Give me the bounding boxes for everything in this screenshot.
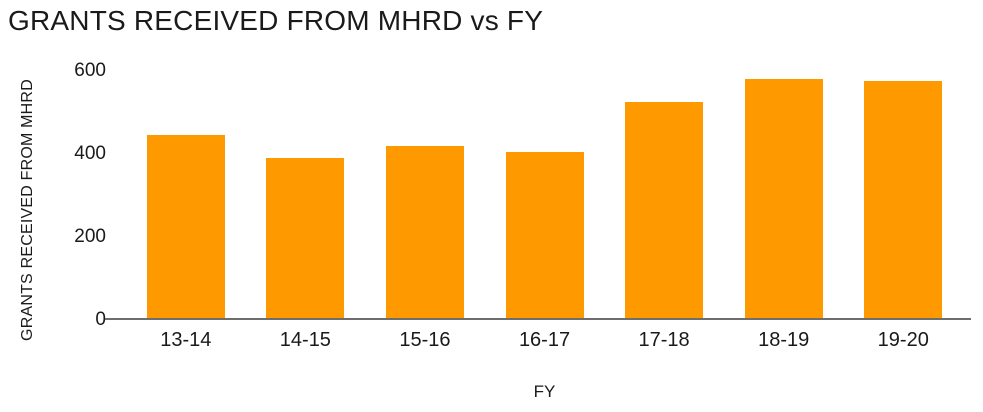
bar-17-18 (625, 102, 704, 320)
y-tick-label-200: 200 (74, 226, 106, 247)
bar-slot (843, 71, 963, 320)
bar-18-19 (744, 79, 823, 320)
x-axis-line (105, 318, 971, 320)
bar-19-20 (864, 81, 943, 320)
y-tick-label-400: 400 (74, 143, 106, 164)
x-axis-title: FY (533, 382, 556, 401)
y-axis-title: GRANTS RECEIVED FROM MHRD (19, 79, 36, 341)
bar-15-16 (385, 145, 464, 320)
x-tick-label-17-18: 17-18 (638, 329, 690, 351)
plot-area (126, 71, 963, 320)
bar-slot (246, 71, 366, 320)
bar-14-15 (266, 158, 345, 320)
bar-slot (485, 71, 605, 320)
x-tick-label-14-15: 14-15 (279, 329, 331, 351)
y-tick-label-600: 600 (74, 60, 106, 81)
bar-slot (604, 71, 724, 320)
x-tick-label-13-14: 13-14 (160, 329, 212, 351)
y-tick-label-0: 0 (95, 309, 106, 330)
bar-slot (365, 71, 485, 320)
x-tick-label-15-16: 15-16 (399, 329, 451, 351)
bar-16-17 (505, 151, 584, 320)
x-tick-label-16-17: 16-17 (518, 329, 571, 351)
x-tick-label-18-19: 18-19 (758, 329, 810, 351)
chart-title: GRANTS RECEIVED FROM MHRD vs FY (8, 5, 544, 36)
bar-slot (126, 71, 246, 320)
bar-13-14 (146, 135, 225, 320)
x-axis-tick-labels: 13-14 14-15 15-16 16-17 17-18 18-19 19-20 (126, 329, 963, 352)
x-tick-label-19-20: 19-20 (877, 329, 929, 351)
bar-slot (724, 71, 844, 320)
